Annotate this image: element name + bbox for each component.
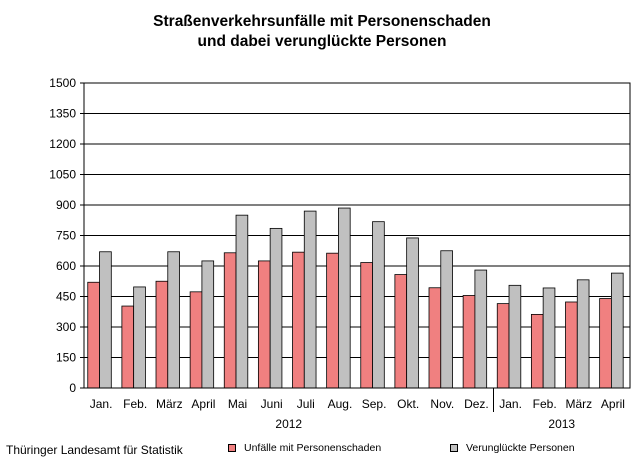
bar-casualties [133,286,146,389]
y-tick-label: 450 [56,290,76,304]
legend-label-casualties: Verunglückte Personen [466,442,575,454]
x-tick-label: Jan. [90,397,113,411]
bar-casualties [99,251,112,389]
bar-accidents [189,291,203,389]
bar-accidents [462,295,476,389]
legend-label-accidents: Unfälle mit Personenschaden [244,442,382,454]
y-tick-label: 900 [56,198,76,212]
bar-casualties [269,227,283,389]
x-tick-label: Aug. [328,397,353,411]
bar-accidents [360,262,373,389]
bar-casualties [508,284,522,389]
legend-swatch-casualties [450,444,458,452]
chart-title: Straßenverkehrsunfälle mit Personenschad… [153,13,491,30]
legend-swatch-accidents [228,444,236,452]
bar-accidents [394,274,408,389]
x-tick-label: Jan. [499,397,522,411]
bar-casualties [201,260,215,389]
legend-item-casualties: Verunglückte Personen [450,442,575,454]
y-tick-label: 750 [56,229,76,243]
bar-accidents [565,301,578,389]
x-tick-label: Mai [228,397,247,411]
bar-casualties [167,251,180,389]
x-tick-label: April [191,397,215,411]
bar-casualties [542,287,556,389]
bar-casualties [576,279,590,389]
y-tick-label: 300 [56,320,76,334]
year-label: 2012 [275,417,302,431]
bar-accidents [496,303,510,389]
x-tick-label: Feb. [533,397,557,411]
y-tick-label: 1500 [49,76,76,90]
chart-subtitle: und dabei verunglückte Personen [197,33,447,50]
source-note: Thüringer Landesamt für Statistik [6,443,183,457]
bar-accidents [530,313,544,389]
x-tick-label: Feb. [123,397,147,411]
y-tick-label: 150 [56,351,76,365]
x-tick-label: Okt. [397,397,419,411]
x-tick-label: März [565,397,592,411]
bar-casualties [372,221,385,389]
x-tick-label: Sep. [362,397,387,411]
bar-casualties [406,237,419,389]
bar-accidents [257,260,271,389]
bar-casualties [611,272,624,389]
bar-casualties [303,210,317,389]
y-tick-label: 1200 [49,137,76,151]
bar-casualties [474,269,488,389]
bar-casualties [338,207,351,389]
x-tick-label: Dez. [464,397,489,411]
bar-accidents [223,252,237,389]
bar-accidents [428,287,442,389]
bar-casualties [235,214,249,389]
y-tick-label: 1050 [49,168,76,182]
bar-accidents [87,281,100,389]
legend-item-accidents: Unfälle mit Personenschaden [228,442,381,454]
y-tick-label: 600 [56,259,76,273]
bar-accidents [326,252,339,389]
x-tick-label: Juni [261,397,283,411]
bar-accidents [599,298,612,389]
bar-accidents [121,305,135,389]
x-tick-label: April [601,397,625,411]
x-tick-label: Nov. [430,397,454,411]
plot-frame [83,82,631,389]
x-tick-label: März [156,397,183,411]
year-label: 2013 [548,417,575,431]
x-tick-label: Juli [297,397,315,411]
bar-accidents [155,280,169,389]
bar-accidents [292,251,305,389]
bar-casualties [440,250,453,389]
y-tick-label: 0 [69,381,76,395]
y-tick-label: 1350 [49,107,76,121]
